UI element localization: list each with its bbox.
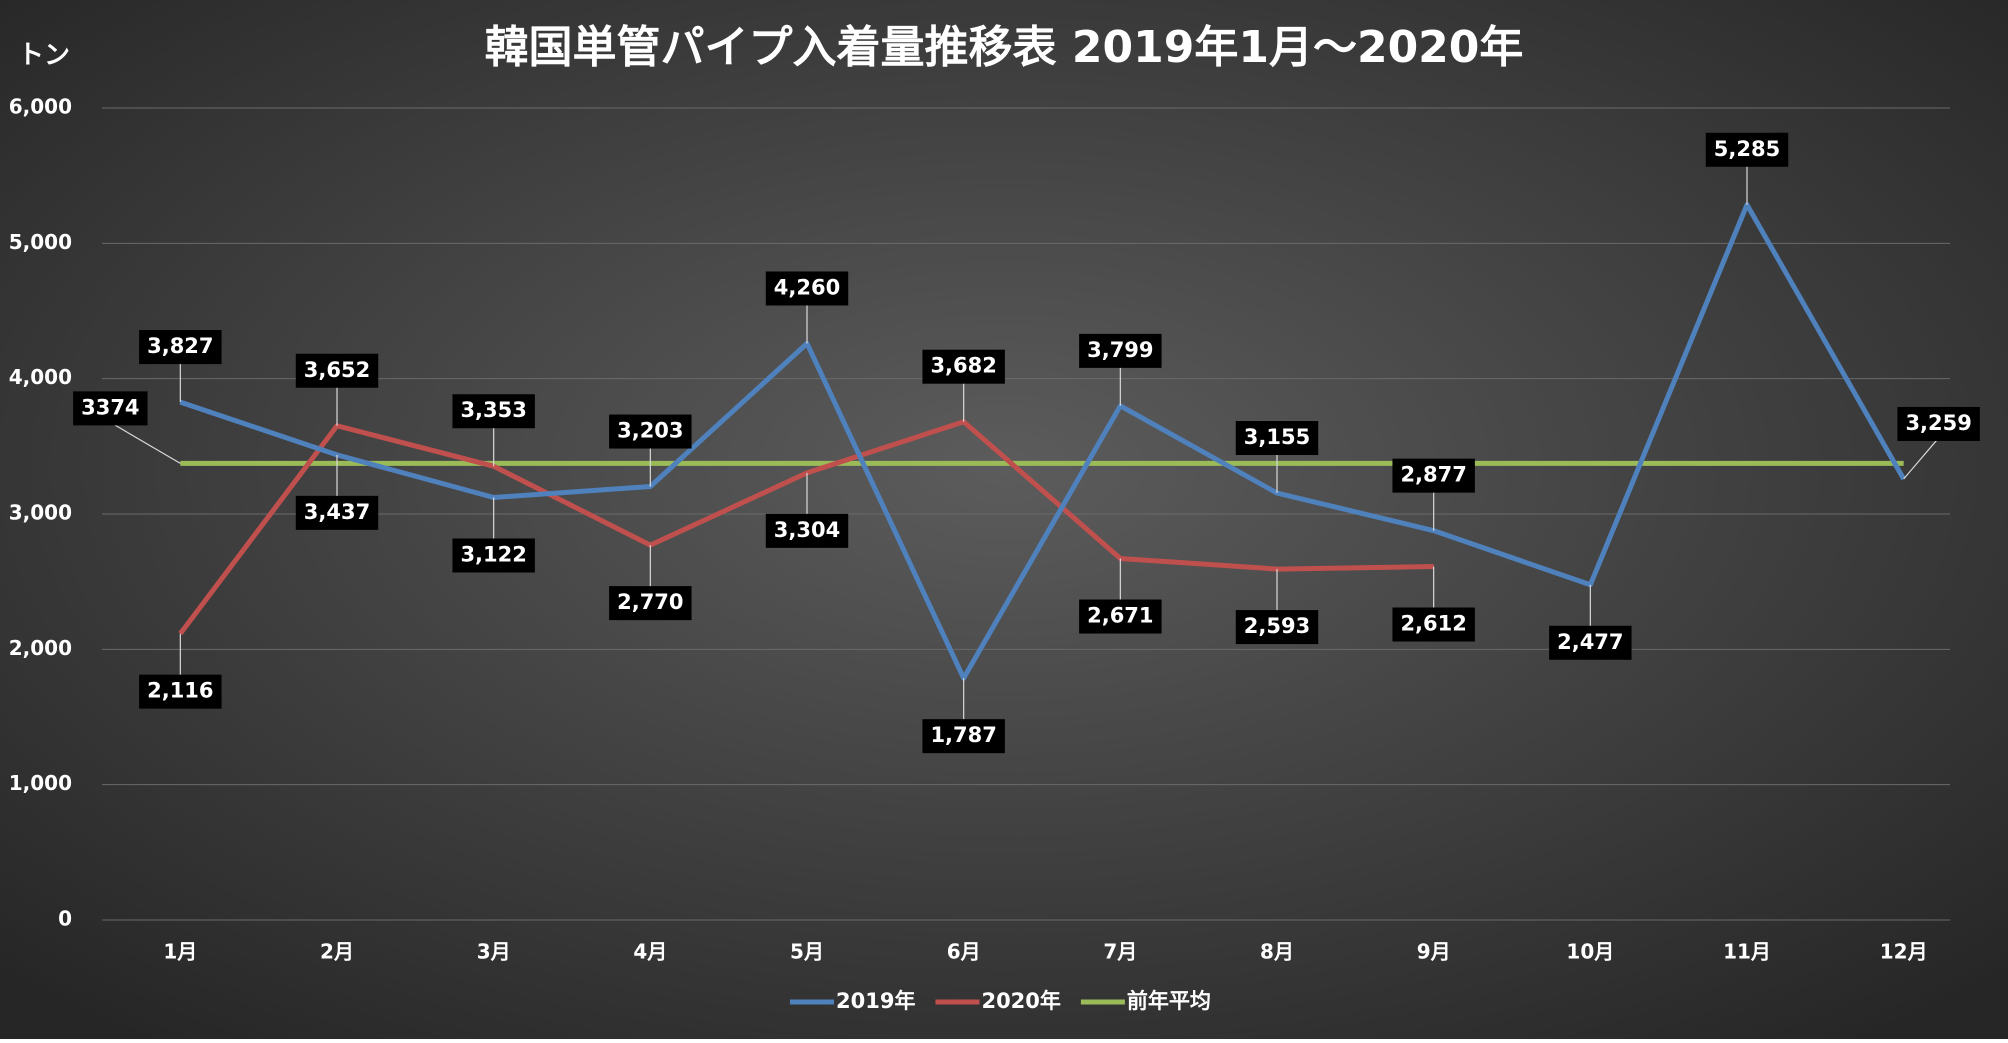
data-label: 2,477 [1549, 625, 1632, 660]
label-box [609, 586, 692, 621]
data-label: 2,877 [1392, 458, 1475, 493]
data-label: 2,612 [1392, 607, 1475, 642]
label-box [1392, 458, 1475, 493]
y-axis-label: トン [18, 41, 70, 71]
data-label-text: 3,155 [1244, 425, 1310, 449]
label-box [765, 513, 849, 548]
x-tick-label: 9月 [1417, 940, 1451, 964]
data-label-text: 2,477 [1557, 630, 1623, 654]
data-label-text: 3,827 [147, 334, 213, 358]
data-label: 3,437 [295, 495, 379, 530]
data-label: 2,116 [139, 674, 222, 709]
legend-label: 2019年 [836, 989, 915, 1013]
data-label-text: 3,799 [1087, 338, 1153, 362]
y-tick-label: 4,000 [9, 365, 72, 389]
label-box [139, 330, 222, 365]
data-label: 3,827 [139, 330, 222, 365]
data-label: 1,787 [922, 719, 1005, 754]
label-box [1235, 610, 1319, 645]
series-line [179, 202, 1906, 681]
y-tick-label: 5,000 [9, 230, 72, 254]
data-label-text: 3374 [81, 395, 139, 419]
label-box [73, 391, 148, 426]
y-tick-label: 1,000 [9, 771, 72, 795]
data-label: 3,353 [452, 394, 535, 429]
data-label-text: 3,122 [460, 542, 526, 566]
x-tick-label: 7月 [1103, 940, 1137, 964]
label-box [609, 414, 692, 449]
legend-label: 2020年 [981, 989, 1060, 1013]
x-tick-label: 8月 [1260, 940, 1294, 964]
data-label-text: 3,652 [304, 358, 370, 382]
x-tick-label: 11月 [1723, 940, 1771, 964]
data-label-text: 2,116 [147, 679, 213, 703]
label-box [295, 353, 379, 388]
data-label: 2,671 [1079, 599, 1162, 634]
y-tick-label: 2,000 [9, 636, 72, 660]
data-label: 2,593 [1235, 610, 1319, 645]
data-label: 3,682 [922, 349, 1005, 384]
data-label-text: 3,682 [930, 354, 996, 378]
data-label: 3,799 [1079, 333, 1162, 368]
data-label-text: 3,203 [617, 419, 683, 443]
data-label: 4,260 [765, 271, 849, 306]
x-tick-label: 6月 [947, 940, 981, 964]
data-label-text: 2,877 [1400, 463, 1466, 487]
data-label-text: 1,787 [930, 723, 996, 747]
label-box [1897, 406, 1980, 441]
label-box [1079, 599, 1162, 634]
label-box [1235, 421, 1319, 456]
leader-line [110, 421, 181, 464]
data-label: 3,155 [1235, 421, 1319, 456]
data-label-text: 3,437 [304, 500, 370, 524]
chart-title: 韓国単管パイプ入着量推移表 2019年1月～2020年 [485, 22, 1524, 73]
data-label-text: 3,259 [1905, 411, 1971, 435]
label-box [452, 538, 535, 573]
data-label: 3,122 [452, 538, 535, 573]
data-label-text: 3,353 [460, 398, 526, 422]
data-label: 3,203 [609, 414, 692, 449]
legend-label: 前年平均 [1127, 989, 1211, 1013]
data-label-text: 3,304 [774, 518, 840, 542]
data-label-text: 2,612 [1400, 612, 1466, 636]
data-label-text: 2,770 [617, 590, 683, 614]
data-label-text: 4,260 [774, 275, 840, 299]
x-tick-label: 3月 [477, 940, 511, 964]
data-label: 3,304 [765, 513, 849, 548]
x-tick-label: 12月 [1880, 940, 1928, 964]
label-box [922, 719, 1005, 754]
data-label-text: 2,593 [1244, 614, 1310, 638]
label-box [295, 495, 379, 530]
data-label: 5,285 [1705, 132, 1789, 167]
label-box [765, 271, 849, 306]
label-box [1549, 625, 1632, 660]
label-box [1705, 132, 1789, 167]
label-box [1079, 333, 1162, 368]
x-tick-label: 10月 [1566, 940, 1614, 964]
x-tick-label: 4月 [633, 940, 667, 964]
label-box [922, 349, 1005, 384]
data-label-text: 2,671 [1087, 604, 1153, 628]
data-label: 3,652 [295, 353, 379, 388]
y-tick-label: 6,000 [9, 95, 72, 119]
y-tick-label: 0 [58, 907, 72, 931]
label-box [139, 674, 222, 709]
label-box [1392, 607, 1475, 642]
leader-line [1903, 437, 1940, 480]
y-tick-label: 3,000 [9, 501, 72, 525]
data-label: 3374 [73, 391, 148, 426]
x-tick-label: 5月 [790, 940, 824, 964]
x-tick-label: 1月 [163, 940, 197, 964]
data-label-text: 5,285 [1714, 137, 1780, 161]
x-tick-label: 2月 [320, 940, 354, 964]
data-label: 2,770 [609, 586, 692, 621]
label-box [452, 394, 535, 429]
data-label: 3,259 [1897, 406, 1980, 441]
